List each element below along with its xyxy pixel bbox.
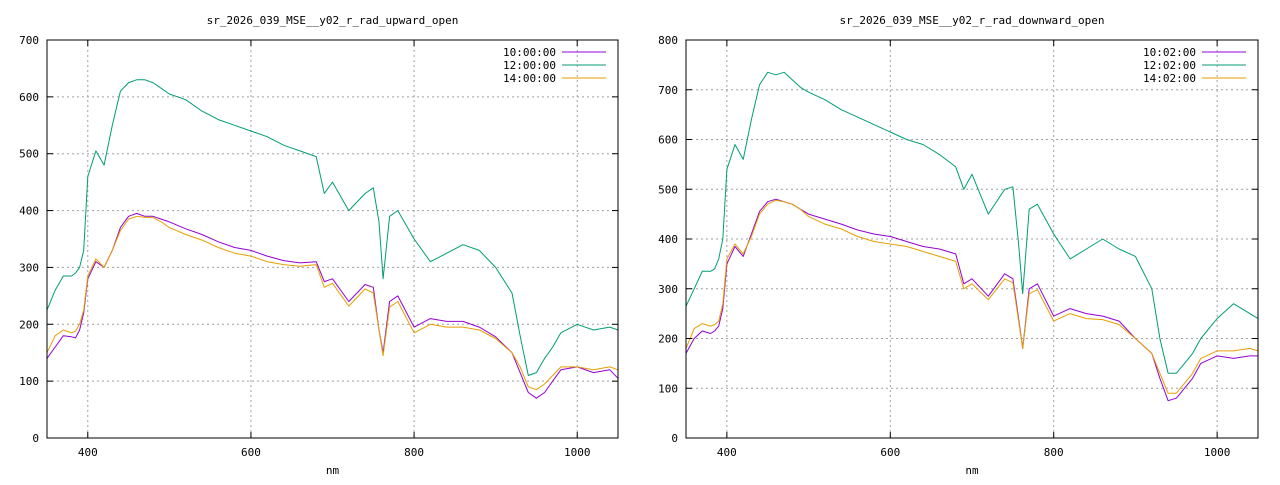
y-tick-label: 300 xyxy=(19,261,39,274)
legend-label: 14:02:00 xyxy=(1143,72,1196,85)
x-axis-label: nm xyxy=(965,464,979,477)
x-tick-label: 800 xyxy=(1044,446,1064,459)
y-tick-label: 300 xyxy=(658,283,678,296)
legend-label: 10:02:00 xyxy=(1143,46,1196,59)
series-line-3 xyxy=(685,199,1259,394)
y-tick-label: 500 xyxy=(658,183,678,196)
x-tick-label: 600 xyxy=(880,446,900,459)
y-tick-label: 400 xyxy=(19,205,39,218)
x-tick-label: 400 xyxy=(717,446,737,459)
series-line-2 xyxy=(685,71,1259,374)
y-tick-label: 700 xyxy=(19,34,39,47)
y-tick-label: 0 xyxy=(671,432,678,445)
y-tick-label: 700 xyxy=(658,84,678,97)
y-tick-label: 100 xyxy=(19,375,39,388)
x-tick-label: 1000 xyxy=(1204,446,1231,459)
x-tick-label: 600 xyxy=(241,446,261,459)
chart-title: sr_2026_039_MSE__y02_r_rad_downward_open xyxy=(840,14,1105,27)
y-tick-label: 800 xyxy=(658,34,678,47)
y-tick-label: 600 xyxy=(19,91,39,104)
series-line-1 xyxy=(46,212,619,399)
y-tick-label: 400 xyxy=(658,233,678,246)
y-tick-label: 0 xyxy=(32,432,39,445)
legend-label: 12:00:00 xyxy=(503,59,556,72)
legend-label: 12:02:00 xyxy=(1143,59,1196,72)
chart-title: sr_2026_039_MSE__y02_r_rad_upward_open xyxy=(207,14,459,27)
series-line-1 xyxy=(685,198,1258,402)
series-line-2 xyxy=(46,79,619,376)
x-axis-label: nm xyxy=(326,464,340,477)
x-tick-label: 400 xyxy=(78,446,98,459)
chart-panel-1: 400 600 800 1000 0 100 200 300 400 500 600 700 sr_20… xyxy=(19,14,619,477)
legend-label: 14:00:00 xyxy=(503,72,556,85)
x-tick-label: 1000 xyxy=(564,446,591,459)
legend-label: 10:00:00 xyxy=(503,46,556,59)
series-line-3 xyxy=(46,215,619,391)
x-tick-label: 800 xyxy=(404,446,424,459)
plot-frame xyxy=(46,39,619,439)
y-tick-label: 200 xyxy=(658,333,678,346)
y-tick-label: 200 xyxy=(19,318,39,331)
y-tick-label: 500 xyxy=(19,148,39,161)
y-tick-label: 100 xyxy=(658,382,678,395)
chart-panel-2: 400 600 800 1000 0 100 200 300 400 500 600 700 800 sr… xyxy=(658,14,1259,477)
y-tick-label: 600 xyxy=(658,134,678,147)
